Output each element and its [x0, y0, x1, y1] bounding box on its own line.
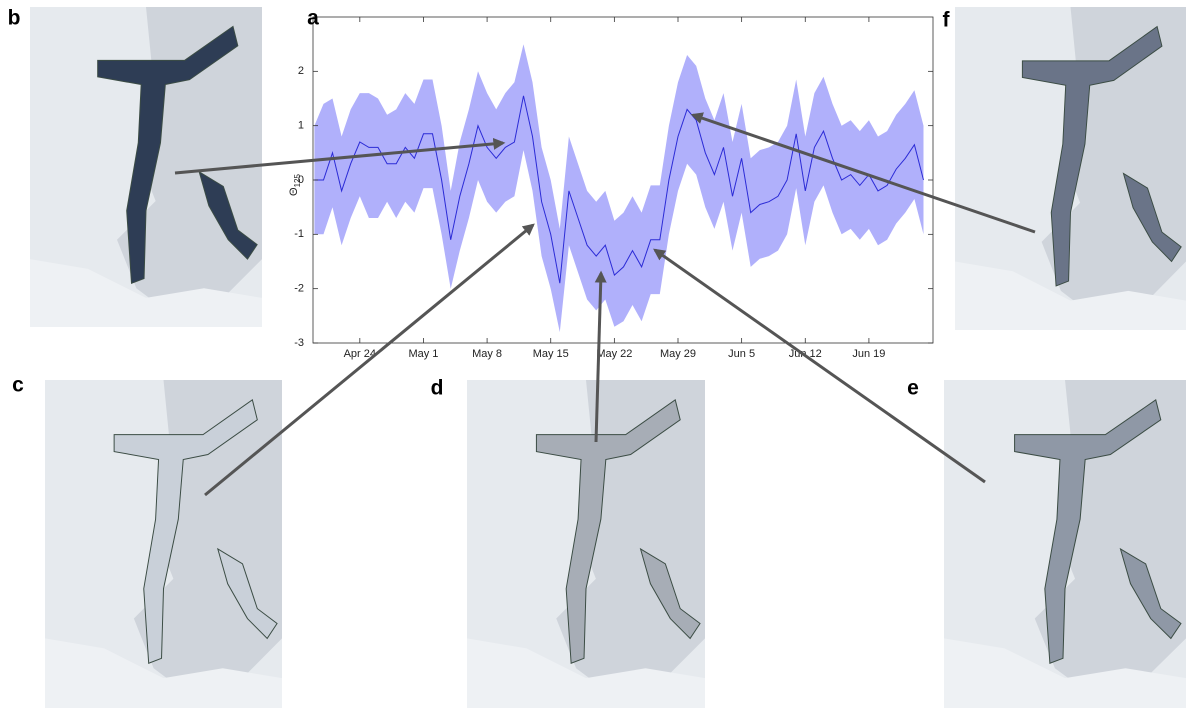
figure: b f c d e a Θ125 -3-2-1012Apr 24May 1May…	[0, 0, 1186, 709]
y-tick-label: 0	[298, 174, 304, 186]
y-tick-label: 1	[298, 120, 304, 132]
y-tick-label: -2	[294, 283, 304, 295]
image-panel-d: d	[431, 377, 705, 708]
panel-label: a	[307, 7, 319, 30]
x-tick-label: May 8	[472, 348, 502, 360]
x-tick-label: May 15	[533, 348, 569, 360]
x-tick-label: Jun 5	[728, 348, 755, 360]
panel-label: b	[8, 7, 21, 30]
panel-label: c	[12, 374, 24, 397]
y-tick-label: -3	[294, 337, 304, 349]
image-panel-f: f	[943, 7, 1186, 330]
image-panel-c: c	[12, 374, 282, 708]
x-tick-label: May 1	[408, 348, 438, 360]
panel-label: d	[431, 377, 444, 400]
image-panel-e: e	[907, 377, 1186, 708]
y-tick-label: -1	[294, 228, 304, 240]
x-tick-label: May 22	[596, 348, 632, 360]
panel-label: f	[943, 9, 951, 32]
image-panel-b: b	[8, 7, 262, 327]
y-tick-label: 2	[298, 65, 304, 77]
panel-label: e	[907, 377, 919, 400]
x-tick-label: May 29	[660, 348, 696, 360]
x-tick-label: Jun 19	[852, 348, 885, 360]
